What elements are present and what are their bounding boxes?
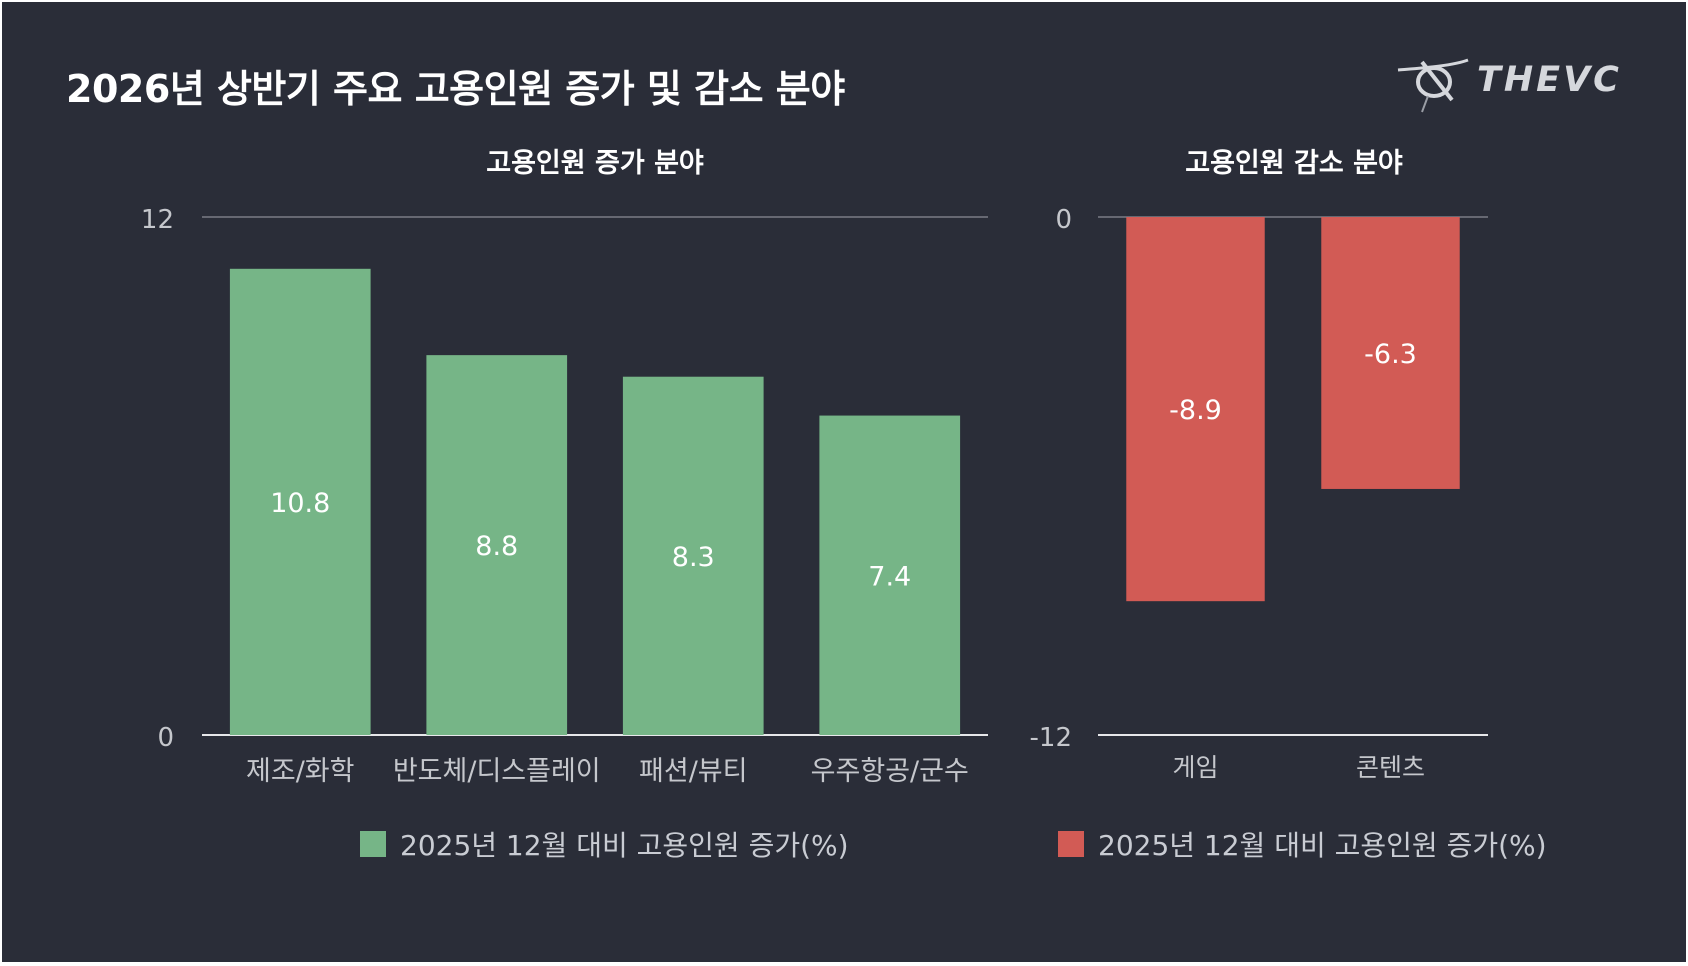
left-legend: 2025년 12월 대비 고용인원 증가(%) <box>360 824 849 864</box>
left-bars: 10.8 제조/화학 8.8 반도체/디스플레이 8.3 패션/뷰티 7.4 우주항공/군수 <box>229 268 969 787</box>
logo: THEVC <box>1392 52 1622 122</box>
right-data-label-1: -6.3 <box>1364 339 1417 370</box>
left-category-label-1: 반도체/디스플레이 <box>393 756 601 787</box>
left-category-label-2: 패션/뷰티 <box>639 756 747 787</box>
left-data-label-1: 8.8 <box>475 531 518 562</box>
left-ytick-min: 0 <box>157 723 174 753</box>
right-legend-swatch <box>1058 831 1084 857</box>
logo-text: THEVC <box>1477 60 1622 100</box>
thevc-logo-icon <box>1397 58 1469 113</box>
left-category-label-0: 제조/화학 <box>246 756 354 787</box>
right-chart-title: 고용인원 감소 분야 <box>1185 148 1403 179</box>
right-bar-1 <box>1321 217 1460 489</box>
left-legend-swatch <box>360 831 386 857</box>
left-legend-label: 2025년 12월 대비 고용인원 증가(%) <box>400 829 849 862</box>
page-title: 2026년 상반기 주요 고용인원 증가 및 감소 분야 <box>66 67 845 111</box>
right-legend: 2025년 12월 대비 고용인원 증가(%) <box>1058 824 1547 864</box>
right-category-label-0: 게임 <box>1172 753 1218 782</box>
left-data-label-0: 10.8 <box>270 488 330 519</box>
right-ytick-max: 0 <box>1055 205 1072 235</box>
left-data-label-2: 8.3 <box>672 542 715 573</box>
right-legend-label: 2025년 12월 대비 고용인원 증가(%) <box>1098 829 1547 862</box>
right-data-label-0: -8.9 <box>1169 395 1222 426</box>
right-category-label-1: 콘텐츠 <box>1356 753 1425 782</box>
right-bar-0 <box>1126 217 1265 602</box>
left-chart-title: 고용인원 증가 분야 <box>486 148 704 179</box>
right-bars: -8.9 게임 -6.3 콘텐츠 <box>1126 217 1460 782</box>
left-bar-1 <box>426 355 568 735</box>
right-ytick-min: -12 <box>1030 723 1072 753</box>
left-bar-0 <box>229 268 371 735</box>
left-bar-2 <box>622 376 764 735</box>
left-category-label-3: 우주항공/군수 <box>811 756 969 787</box>
left-bar-3 <box>819 415 961 735</box>
left-data-label-3: 7.4 <box>868 561 911 592</box>
left-ytick-max: 12 <box>141 205 174 235</box>
